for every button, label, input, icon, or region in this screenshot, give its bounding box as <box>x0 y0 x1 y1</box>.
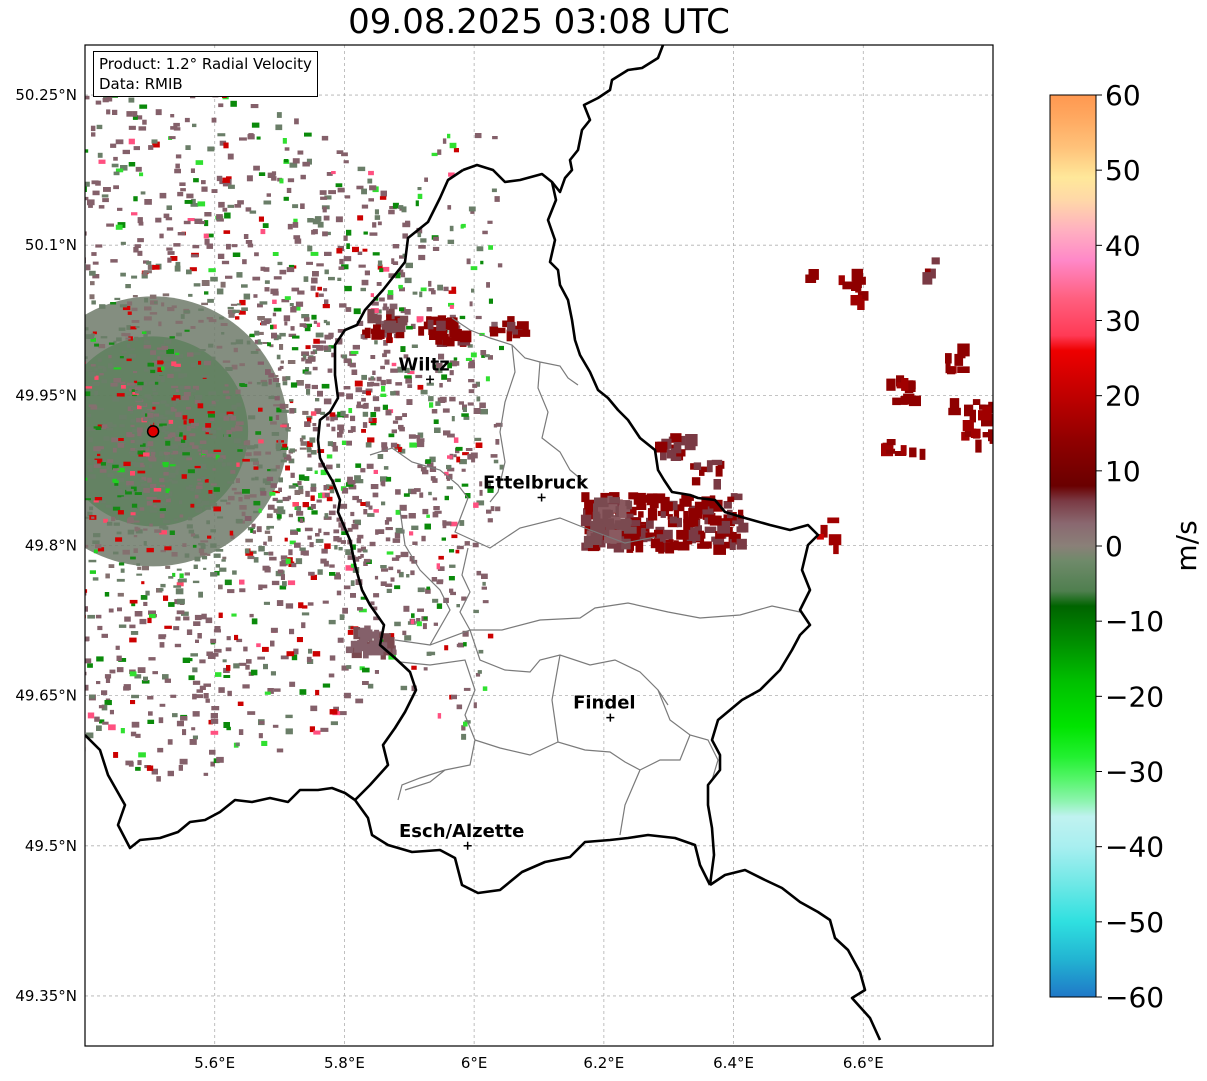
lon-tick-label: 6.2°E <box>583 1054 624 1072</box>
lat-tick-label: 50.25°N <box>15 86 77 104</box>
lat-tick-label: 50.1°N <box>25 236 77 254</box>
colorbar-tick-label: 50 <box>1105 154 1141 187</box>
colorbar-tick-label: −50 <box>1105 906 1164 939</box>
colorbar-tick-label: 0 <box>1105 530 1123 563</box>
lat-tick-label: 49.95°N <box>15 386 77 404</box>
city-marker <box>463 841 472 850</box>
product-info-box: Product: 1.2° Radial Velocity Data: RMIB <box>93 51 318 97</box>
lon-tick-label: 5.8°E <box>324 1054 365 1072</box>
lon-tick-label: 6°E <box>461 1054 488 1072</box>
lon-tick-label: 5.6°E <box>194 1054 235 1072</box>
lon-tick-label: 6.4°E <box>713 1054 754 1072</box>
lat-tick-label: 49.65°N <box>15 687 77 705</box>
colorbar-tick-label: 10 <box>1105 455 1141 488</box>
velocity-colorbar: 60 50 40 30 20 10 0 −10 −20 −30 −40 −50 −60 m/s <box>1049 79 1203 1014</box>
city-marker <box>606 713 615 722</box>
map-frame <box>84 44 994 1047</box>
city-label: Wiltz <box>398 354 449 375</box>
radar-site-marker <box>146 425 160 438</box>
map-title: 09.08.2025 03:08 UTC <box>348 2 730 42</box>
radar-velocity-echoes <box>85 86 993 782</box>
colorbar-tick-label: 30 <box>1105 305 1141 338</box>
lat-tick-label: 49.35°N <box>15 987 77 1005</box>
colorbar-tick-label: −30 <box>1105 756 1164 789</box>
colorbar-tick-label: −20 <box>1105 680 1164 713</box>
data-source-label: Data: RMIB <box>99 75 183 93</box>
city-marker <box>537 493 546 502</box>
lon-tick-label: 6.6°E <box>843 1054 884 1072</box>
lat-tick-label: 49.5°N <box>25 837 77 855</box>
colorbar-gradient <box>1050 95 1096 997</box>
colorbar-tick-label: −40 <box>1105 831 1164 864</box>
city-label: Ettelbruck <box>483 472 589 493</box>
lat-tick-label: 49.8°N <box>25 537 77 555</box>
city-label: Esch/Alzette <box>399 821 524 842</box>
city-markers: Wiltz Ettelbruck Findel Esch/Alzette <box>398 354 636 850</box>
country-boundaries <box>85 45 882 1041</box>
colorbar-tick-label: 60 <box>1105 79 1141 112</box>
colorbar-unit-label: m/s <box>1170 520 1203 571</box>
product-label: Product: 1.2° Radial Velocity <box>99 55 312 73</box>
colorbar-tick-label: 40 <box>1105 229 1141 262</box>
city-label: Findel <box>573 693 636 714</box>
canton-boundaries <box>369 317 801 836</box>
city-marker <box>426 375 435 384</box>
colorbar-tick-label: −60 <box>1105 981 1164 1014</box>
colorbar-tick-label: 20 <box>1105 380 1141 413</box>
axis-ticks: 50.25°N 50.1°N 49.95°N 49.8°N 49.65°N 49.5°N 4… <box>15 86 883 1072</box>
colorbar-tick-label: −10 <box>1105 605 1164 638</box>
